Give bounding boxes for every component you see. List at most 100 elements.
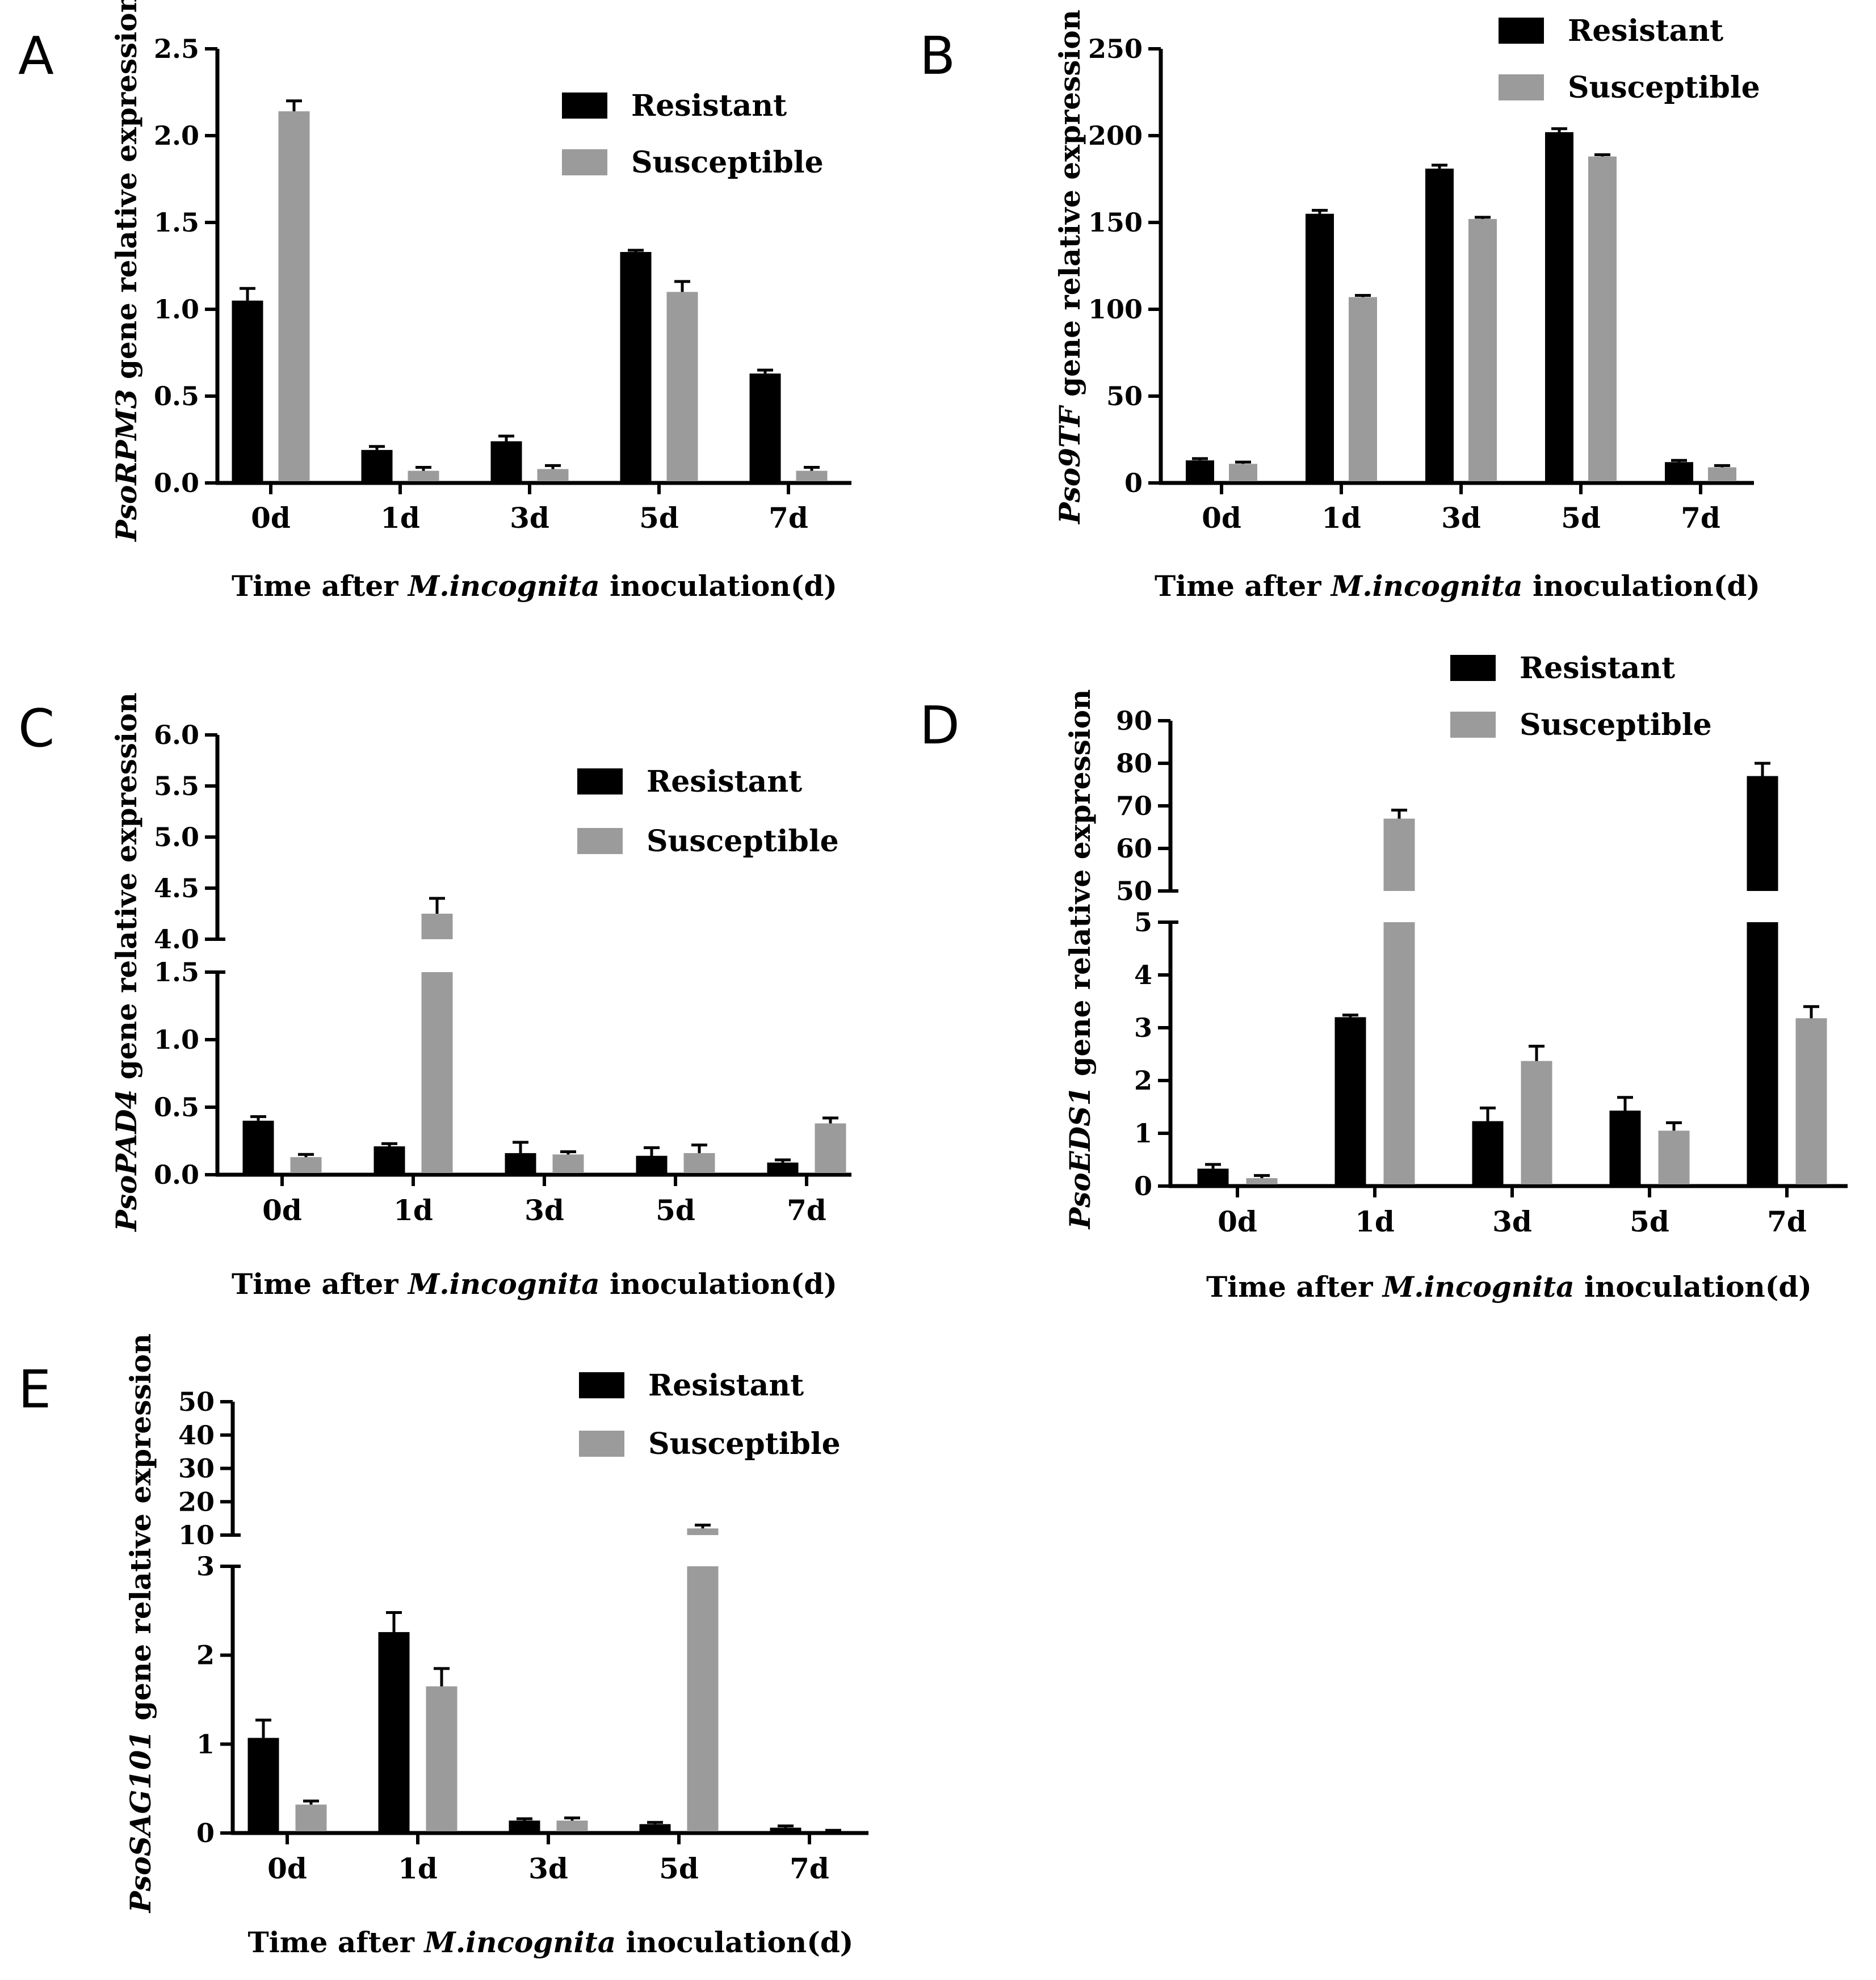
legend-label: Resistant bbox=[647, 764, 802, 799]
y-axis-label: PsoSAG101 gene relative expression bbox=[124, 1334, 157, 1914]
bar-susceptible bbox=[290, 1157, 322, 1173]
x-tick-label: 5d bbox=[656, 1193, 695, 1227]
x-tick-label: 3d bbox=[1441, 501, 1481, 535]
y-tick-label: 0.0 bbox=[154, 468, 199, 498]
y-tick-label: 5.0 bbox=[154, 822, 199, 852]
x-tick-label: 0d bbox=[262, 1193, 302, 1227]
bar-resistant bbox=[1334, 1017, 1366, 1184]
legend-label: Susceptible bbox=[1520, 708, 1712, 742]
y-tick-label: 5 bbox=[1134, 907, 1152, 938]
bar-susceptible bbox=[426, 1686, 458, 1831]
y-tick-label: 4.0 bbox=[154, 924, 199, 955]
panel-letter: B bbox=[920, 26, 955, 86]
bar-resistant bbox=[636, 1155, 668, 1173]
legend-swatch-susceptible bbox=[577, 828, 623, 854]
y-tick-label: 3 bbox=[196, 1551, 215, 1582]
y-tick-label: 0.0 bbox=[154, 1159, 199, 1190]
x-tick-label: 3d bbox=[510, 501, 549, 535]
bar-resistant bbox=[1472, 1121, 1504, 1184]
y-tick-label: 1 bbox=[1134, 1118, 1152, 1149]
legend-swatch-susceptible bbox=[562, 149, 607, 175]
bar-susceptible bbox=[815, 1123, 846, 1173]
x-tick-label: 5d bbox=[639, 501, 679, 535]
y-tick-label: 40 bbox=[178, 1420, 215, 1451]
bar-susceptible bbox=[683, 1153, 715, 1173]
y-tick-label: 50 bbox=[1106, 381, 1143, 411]
bar-resistant bbox=[505, 1153, 536, 1173]
bar-susceptible bbox=[421, 972, 453, 1173]
chart-panel-d: D 0 1 2 3 4 550 60 70 80 90 0d 1d 3d 5d 7d Resistant Susc… bbox=[920, 651, 1848, 1304]
y-tick-label: 1 bbox=[196, 1729, 215, 1759]
bar-resistant bbox=[490, 441, 522, 481]
bar-resistant bbox=[242, 1120, 274, 1173]
legend-swatch-susceptible bbox=[579, 1431, 624, 1457]
legend-label: Resistant bbox=[1520, 651, 1675, 686]
y-tick-label: 150 bbox=[1088, 207, 1143, 238]
bar-susceptible bbox=[278, 111, 310, 481]
bar-susceptible bbox=[1468, 218, 1497, 481]
bar-resistant bbox=[361, 449, 393, 481]
bar-susceptible bbox=[1349, 297, 1377, 481]
bar-susceptible bbox=[1708, 467, 1736, 481]
bar-resistant bbox=[767, 1162, 799, 1173]
legend-swatch-resistant bbox=[562, 93, 607, 119]
x-tick-label: 0d bbox=[1218, 1205, 1257, 1238]
y-tick-label: 30 bbox=[178, 1453, 215, 1484]
bar-resistant bbox=[749, 373, 781, 481]
chart-panel-b: B 0 50 100 150 200 250 0d 1d 3d 5d 7d Resistant Susce… bbox=[920, 10, 1760, 603]
y-tick-label: 1.0 bbox=[154, 1024, 199, 1055]
y-tick-label: 4.5 bbox=[154, 873, 199, 903]
y-tick-label: 1.5 bbox=[154, 207, 199, 238]
bar-resistant bbox=[509, 1821, 540, 1831]
y-tick-label: 0 bbox=[1124, 468, 1143, 498]
chart-panel-a: A 0.0 0.5 1.0 1.5 2.0 2.5 0d 1d 3d 5d 7d Resistant Su… bbox=[18, 0, 851, 603]
bar-susceptible bbox=[1383, 818, 1415, 891]
y-tick-label: 0.5 bbox=[154, 1092, 199, 1123]
bar-susceptible bbox=[1229, 464, 1257, 481]
bar-resistant bbox=[232, 300, 263, 481]
y-tick-label: 2.0 bbox=[154, 120, 199, 151]
panel-letter: D bbox=[920, 695, 960, 756]
bar-susceptible bbox=[687, 1566, 719, 1831]
bar-susceptible bbox=[666, 292, 698, 481]
y-tick-label: 250 bbox=[1088, 33, 1143, 64]
y-tick-label: 1.0 bbox=[154, 294, 199, 325]
y-tick-label: 50 bbox=[1116, 876, 1152, 906]
bar-resistant bbox=[1609, 1111, 1641, 1184]
bar-resistant bbox=[378, 1632, 410, 1831]
y-tick-label: 10 bbox=[178, 1520, 215, 1550]
bar-resistant bbox=[1425, 169, 1454, 481]
panel-letter: E bbox=[18, 1359, 51, 1420]
bar-resistant bbox=[1197, 1168, 1229, 1184]
y-tick-label: 70 bbox=[1116, 791, 1152, 821]
y-axis-label: PsoPAD4 gene relative expression bbox=[110, 692, 143, 1232]
x-tick-label: 1d bbox=[398, 1852, 438, 1885]
legend-label: Resistant bbox=[648, 1368, 804, 1403]
bar-susceptible bbox=[1658, 1130, 1690, 1184]
bar-resistant bbox=[1186, 460, 1214, 481]
y-tick-label: 6.0 bbox=[154, 720, 199, 750]
bar-resistant bbox=[639, 1824, 671, 1831]
bar-resistant bbox=[620, 252, 652, 481]
x-tick-label: 1d bbox=[393, 1193, 433, 1227]
y-tick-label: 80 bbox=[1116, 748, 1152, 779]
legend-label: Susceptible bbox=[1568, 70, 1760, 105]
bar-resistant bbox=[1545, 132, 1573, 481]
y-tick-label: 3 bbox=[1134, 1012, 1152, 1043]
bar-susceptible bbox=[295, 1804, 327, 1831]
bar-susceptible bbox=[1246, 1178, 1278, 1184]
x-tick-label: 7d bbox=[787, 1193, 826, 1227]
bar-resistant bbox=[1747, 922, 1778, 1184]
legend-label: Resistant bbox=[631, 89, 787, 123]
x-tick-label: 7d bbox=[790, 1852, 829, 1885]
x-tick-label: 5d bbox=[659, 1852, 699, 1885]
legend-label: Susceptible bbox=[648, 1427, 841, 1461]
y-tick-label: 100 bbox=[1088, 294, 1143, 325]
y-tick-label: 2 bbox=[1134, 1065, 1152, 1096]
y-tick-label: 0 bbox=[196, 1818, 215, 1848]
y-tick-label: 60 bbox=[1116, 833, 1152, 864]
y-axis-label: PsoRPM3 gene relative expression bbox=[110, 0, 143, 543]
y-tick-label: 4 bbox=[1134, 960, 1152, 990]
bar-susceptible bbox=[1795, 1018, 1827, 1184]
